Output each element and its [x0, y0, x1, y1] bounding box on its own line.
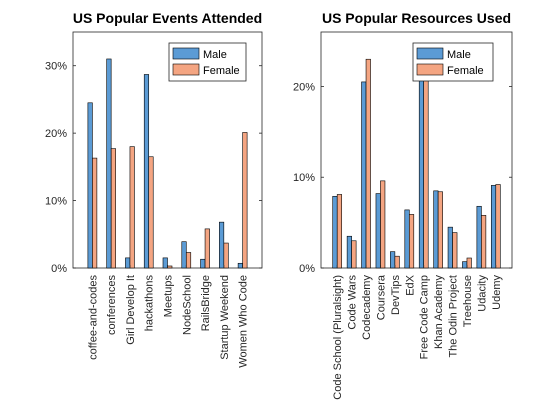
x-tick-label: Free Code Camp: [419, 275, 431, 359]
x-tick-label: NodeSchool: [181, 275, 193, 335]
chart-panel-1: US Popular Events Attended 0% 10% 20% 30% cof…: [45, 10, 263, 368]
legend-label-female: Female: [447, 65, 484, 77]
y-tick-label: 30%: [45, 61, 67, 73]
x-tick-label: Women Who Code: [238, 275, 250, 368]
x-tick-label: Meetups: [163, 275, 175, 318]
x-tick-label: Coursera: [375, 274, 387, 320]
bar-female-3: [148, 156, 154, 269]
x-tick-label: hackathons: [144, 275, 156, 332]
bar-male-0: [87, 102, 93, 269]
x-tick-label: conferences: [106, 275, 118, 335]
bar-male-3: [375, 193, 381, 269]
legend-label-female: Female: [203, 65, 240, 77]
bar-male-4: [162, 257, 168, 269]
x-tick-label: The Odin Project: [448, 275, 460, 358]
bar-male-1: [346, 235, 352, 269]
bar-female-6: [204, 228, 210, 269]
chart-title: US Popular Resources Used: [322, 10, 511, 26]
bar-female-4: [167, 265, 173, 269]
x-tick-label: Khan Academy: [433, 275, 445, 349]
x-tick-label: Codecademy: [361, 275, 373, 340]
bar-male-10: [476, 205, 482, 269]
legend-swatch-male: [172, 47, 200, 60]
y-tick-label: 20%: [45, 128, 67, 140]
bar-female-8: [242, 132, 248, 269]
y-tick-label: 0%: [299, 263, 315, 275]
bar-male-11: [490, 185, 497, 269]
legend-swatch-female: [172, 63, 200, 76]
bar-female-3: [380, 180, 386, 269]
bar-male-2: [125, 257, 131, 269]
bar-female-1: [110, 148, 116, 269]
bar-female-2: [129, 146, 135, 269]
legend-label-male: Male: [203, 49, 227, 61]
x-tick-label: Code Wars: [347, 275, 359, 330]
bar-female-7: [223, 242, 229, 269]
x-tick-label: RailsBridge: [200, 275, 212, 331]
bar-female-11: [495, 184, 501, 269]
x-tick-label: DevTips: [390, 275, 402, 315]
bar-male-8: [237, 262, 243, 269]
bar-female-0: [336, 194, 343, 269]
bar-female-5: [408, 214, 415, 269]
bar-female-0: [92, 157, 98, 269]
bar-male-8: [447, 226, 453, 269]
y-tick-label: 20%: [293, 81, 315, 93]
chart-title: US Popular Events Attended: [73, 10, 262, 26]
bar-male-9: [462, 261, 468, 269]
axes-box: [320, 31, 513, 269]
bar-male-5: [181, 241, 187, 269]
bar-male-0: [332, 195, 338, 269]
x-tick-label: Startup Weekend: [219, 275, 231, 360]
bar-male-2: [361, 81, 367, 269]
x-tick-label: Udacity: [476, 275, 488, 312]
bar-male-4: [390, 251, 396, 269]
bar-male-6: [418, 61, 425, 269]
y-tick-label: 0%: [51, 263, 67, 275]
bar-female-4: [394, 255, 400, 269]
legend-swatch-male: [416, 47, 444, 60]
bar-female-6: [423, 72, 429, 269]
bar-female-8: [452, 232, 458, 269]
bar-female-5: [185, 252, 192, 269]
x-tick-label: EdX: [404, 274, 416, 295]
y-tick-label: 10%: [45, 196, 67, 208]
y-tick-label: 10%: [293, 172, 315, 184]
bar-female-2: [365, 58, 371, 269]
bar-male-7: [433, 190, 439, 269]
x-tick-label: coffee-and-codes: [87, 275, 99, 360]
chart-panel-2: US Popular Resources Used 0% 10% 20% Code Sc…: [293, 10, 513, 400]
bar-female-7: [437, 191, 443, 269]
x-tick-label: Girl Develop It: [125, 275, 137, 345]
x-tick-label: Udemy: [491, 275, 503, 310]
bar-female-1: [351, 240, 357, 269]
bar-male-6: [200, 258, 206, 269]
bar-female-10: [481, 215, 487, 269]
bar-male-5: [404, 209, 410, 269]
legend: Male Female: [168, 42, 247, 82]
legend: Male Female: [412, 42, 494, 82]
legend-label-male: Male: [447, 49, 471, 61]
x-tick-label: Code School (Pluralsight): [332, 275, 344, 400]
bar-male-3: [143, 74, 150, 269]
x-tick-label: Treehouse: [462, 275, 474, 327]
legend-swatch-female: [416, 63, 444, 76]
bar-male-7: [219, 221, 225, 269]
bar-male-1: [106, 58, 112, 269]
bar-female-9: [466, 257, 472, 269]
